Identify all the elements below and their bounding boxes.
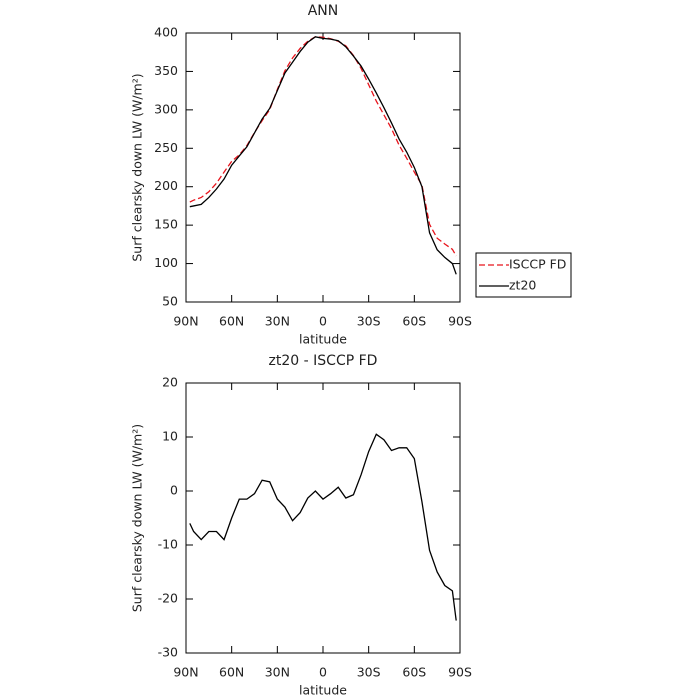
x-tick-label: 30N [265,665,290,680]
y-tick-label: 10 [162,429,178,444]
y-tick-label: 150 [154,217,178,232]
y-axis-label: Surf clearsky down LW (W/m²) [130,73,145,261]
data-line [189,36,457,275]
data-line [189,433,457,621]
legend-label: zt20 [509,278,536,293]
y-tick-label: 50 [162,294,178,309]
x-tick-label: 90N [173,665,198,680]
y-axis-label: Surf clearsky down LW (W/m²) [130,424,145,612]
x-tick-label: 90N [173,314,198,329]
y-tick-label: 100 [154,255,178,270]
y-tick-label: 300 [154,101,178,116]
data-line [189,36,457,257]
x-tick-label: 60S [402,665,426,680]
plot-frame [185,32,461,303]
chart-title: ANN [308,3,339,19]
y-tick-label: 350 [154,63,178,78]
x-axis-label: latitude [299,332,347,347]
y-tick-label: 20 [162,375,178,390]
legend-label: ISCCP FD [509,257,566,272]
x-tick-label: 30S [357,665,381,680]
plot-frame [185,382,461,654]
x-tick-label: 60N [219,314,244,329]
x-tick-label: 60N [219,665,244,680]
y-tick-label: 250 [154,140,178,155]
y-tick-label: -10 [158,537,178,552]
y-tick-label: -30 [158,645,178,660]
x-tick-label: 0 [319,665,327,680]
y-tick-label: -20 [158,591,178,606]
x-tick-label: 0 [319,314,327,329]
x-tick-label: 90S [448,665,472,680]
y-tick-label: 400 [154,25,178,40]
x-tick-label: 60S [402,314,426,329]
x-tick-label: 30N [265,314,290,329]
x-axis-label: latitude [299,683,347,698]
legend-box [475,252,572,298]
x-tick-label: 90S [448,314,472,329]
y-tick-label: 0 [170,483,178,498]
x-tick-label: 30S [357,314,381,329]
chart-title: zt20 - ISCCP FD [269,353,378,369]
y-tick-label: 200 [154,178,178,193]
